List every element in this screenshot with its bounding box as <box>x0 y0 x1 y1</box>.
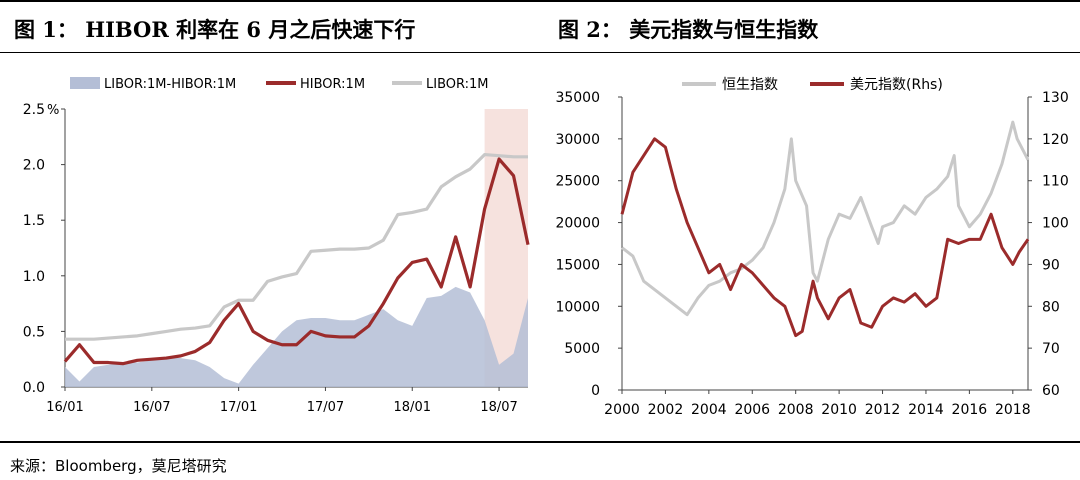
series-hsi-line <box>621 120 1030 317</box>
series-libor-line <box>65 152 528 341</box>
legend-label: LIBOR:1M-HIBOR:1M <box>104 77 236 92</box>
legend-label: 美元指数(Rhs) <box>850 77 943 93</box>
y-tick-label: 15000 <box>555 257 600 273</box>
y-tick-label: 0.0 <box>23 380 45 396</box>
y-tick-label: 35000 <box>555 90 600 106</box>
y2-tick-label: 110 <box>1042 174 1069 190</box>
x-tick-label: 18/07 <box>480 400 517 415</box>
x-tick-label: 18/01 <box>394 400 431 415</box>
legend-label: LIBOR:1M <box>426 77 489 92</box>
legend-label: 恒生指数 <box>722 77 778 93</box>
y-tick-label: 2.5 <box>23 102 45 118</box>
x-tick-label: 2018 <box>995 402 1031 418</box>
chart-hibor: 0.0 0.5 1.0 1.5 2.0 2.5 % 16/01 16/07 17/01 17/07 1… <box>23 77 530 415</box>
x-tick-label: 2008 <box>778 402 814 418</box>
chart1-title: 图 1： HIBOR 利率在 6 月之后快速下行 <box>14 17 416 42</box>
x-tick-label: 2006 <box>734 402 770 418</box>
y-tick-label: 2.0 <box>23 158 45 174</box>
y-tick-label: 0 <box>591 383 600 399</box>
y-tick-label: 25000 <box>555 174 600 190</box>
chart2-title: 图 2： 美元指数与恒生指数 <box>558 17 819 42</box>
source-note: 来源：Bloomberg，莫尼塔研究 <box>10 457 227 475</box>
x-tick-label: 16/01 <box>46 400 83 415</box>
x-tick-label: 2000 <box>604 402 640 418</box>
x-tick-label: 2016 <box>952 402 988 418</box>
x-tick-label: 17/01 <box>220 400 257 415</box>
y-unit-label: % <box>47 103 59 118</box>
y2-tick-label: 120 <box>1042 132 1069 148</box>
y-tick-label: 20000 <box>555 216 600 232</box>
x-tick-label: 2002 <box>648 402 684 418</box>
y-tick-label: 5000 <box>564 341 600 357</box>
y2-tick-label: 90 <box>1042 257 1060 273</box>
x-tick-label: 16/07 <box>133 400 170 415</box>
legend-label: HIBOR:1M <box>300 77 365 92</box>
x-tick-label: 2012 <box>865 402 901 418</box>
y2-tick-label: 80 <box>1042 299 1060 315</box>
x-tick-label: 2004 <box>691 402 727 418</box>
series-usd-line <box>620 137 1030 338</box>
y-tick-label: 1.0 <box>23 269 45 285</box>
series-spread-area <box>65 286 528 387</box>
y-tick-label: 30000 <box>555 132 600 148</box>
y2-tick-label: 130 <box>1042 90 1069 106</box>
x-tick-label: 17/07 <box>307 400 344 415</box>
y2-tick-label: 100 <box>1042 216 1069 232</box>
y-tick-label: 10000 <box>555 299 600 315</box>
x-tick-label: 2010 <box>821 402 857 418</box>
y2-tick-label: 60 <box>1042 383 1060 399</box>
y2-tick-label: 70 <box>1042 341 1060 357</box>
y-tick-label: 1.5 <box>23 213 45 229</box>
legend-swatch <box>70 77 100 89</box>
footer-divider <box>0 441 1080 443</box>
y-tick-label: 0.5 <box>23 324 45 340</box>
title-divider <box>0 52 1080 53</box>
series-hibor-line <box>63 157 530 366</box>
x-tick-label: 2014 <box>908 402 944 418</box>
chart-usd-hsi: 0 5000 10000 15000 20000 25000 30000 35000 60 70 8… <box>555 77 1069 418</box>
